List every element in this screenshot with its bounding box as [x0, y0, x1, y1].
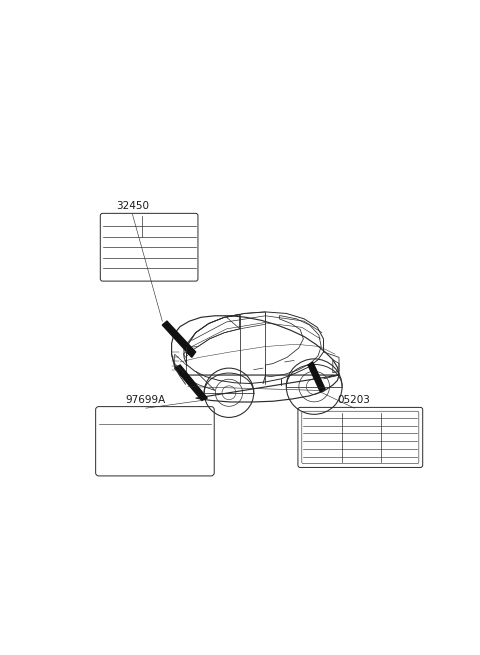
- Polygon shape: [308, 362, 325, 392]
- Polygon shape: [175, 365, 207, 400]
- Text: 97699A: 97699A: [126, 395, 166, 405]
- Polygon shape: [162, 321, 196, 358]
- Text: 32450: 32450: [116, 201, 149, 211]
- Text: 05203: 05203: [338, 395, 371, 405]
